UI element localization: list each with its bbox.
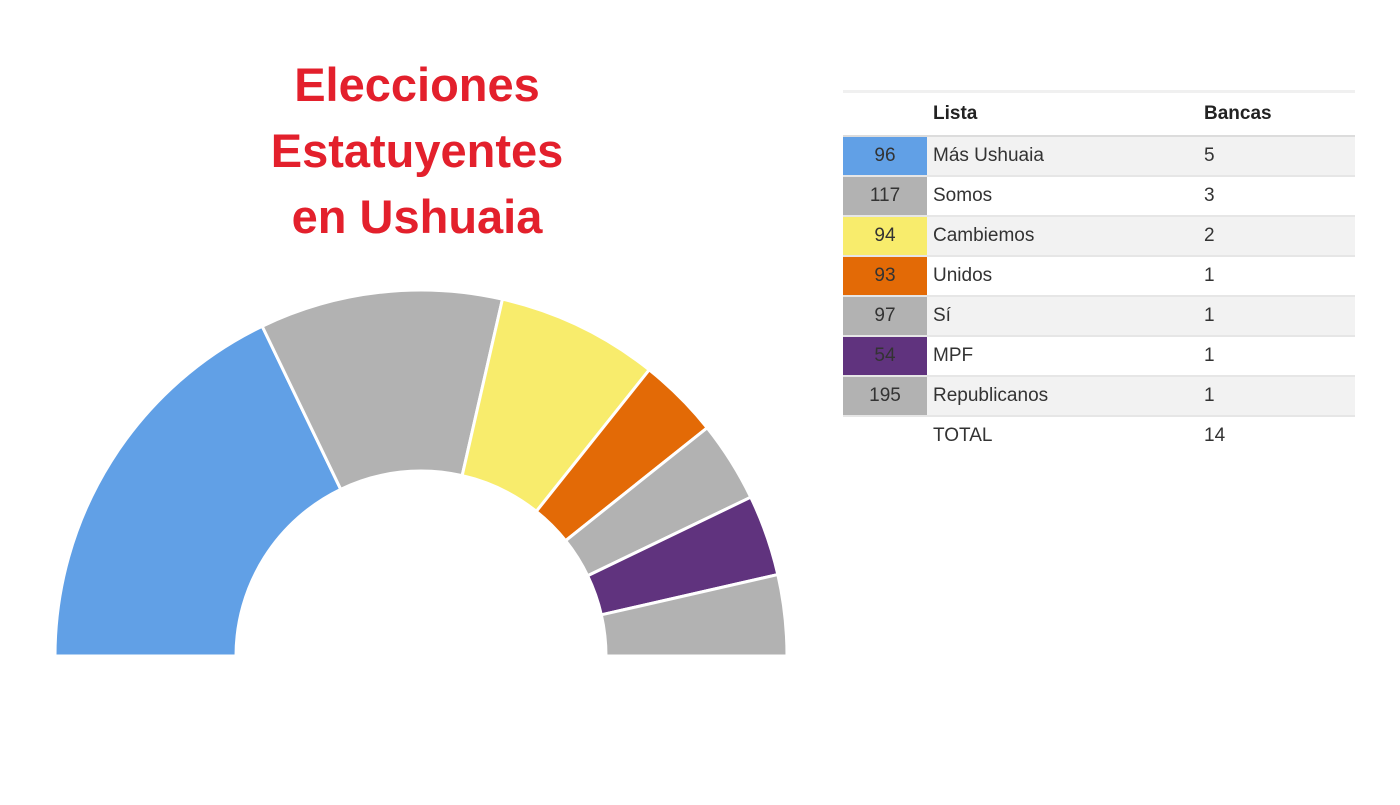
- parliament-chart: [53, 288, 789, 658]
- slice-republicanos: [599, 572, 789, 658]
- slice-m-s-ushuaia: [53, 324, 343, 658]
- list-code: 93: [843, 256, 927, 297]
- table-row: 97 Sí 1: [843, 296, 1355, 337]
- list-seats: 1: [1198, 256, 1355, 297]
- list-seats: 2: [1198, 216, 1355, 257]
- list-name: Más Ushuaia: [927, 136, 1198, 177]
- table-row: 93 Unidos 1: [843, 256, 1355, 297]
- header-code: [843, 90, 927, 137]
- list-name: Somos: [927, 176, 1198, 217]
- list-code: 96: [843, 136, 927, 177]
- list-seats: 1: [1198, 336, 1355, 377]
- seats-table: Lista Bancas 96 Más Ushuaia 5 117 Somos …: [843, 90, 1355, 455]
- list-name: Unidos: [927, 256, 1198, 297]
- table-header-row: Lista Bancas: [843, 90, 1355, 137]
- total-label: TOTAL: [933, 425, 993, 446]
- table-row: 195 Republicanos 1: [843, 376, 1355, 417]
- list-code: 97: [843, 296, 927, 337]
- list-seats: 3: [1198, 176, 1355, 217]
- total-spacer: [843, 416, 927, 455]
- list-name: MPF: [927, 336, 1198, 377]
- list-seats: 1: [1198, 296, 1355, 337]
- title-line-2: Estatuyentes: [270, 124, 564, 177]
- list-name: Sí: [927, 296, 1198, 337]
- title-line-3: en Ushuaia: [291, 190, 543, 243]
- header-list: Lista: [927, 90, 1198, 137]
- chart-title: Elecciones Estatuyentes en Ushuaia: [222, 52, 612, 250]
- slice-somos: [260, 288, 505, 492]
- table-row: 54 MPF 1: [843, 336, 1355, 377]
- list-code: 94: [843, 216, 927, 257]
- table-row: 96 Más Ushuaia 5: [843, 136, 1355, 177]
- list-code: 117: [843, 176, 927, 217]
- table-row: 94 Cambiemos 2: [843, 216, 1355, 257]
- list-seats: 1: [1198, 376, 1355, 417]
- header-seats: Bancas: [1198, 90, 1355, 137]
- list-code: 195: [843, 376, 927, 417]
- total-value: 14: [1204, 425, 1226, 446]
- list-name: Cambiemos: [927, 216, 1198, 257]
- table-row: 117 Somos 3: [843, 176, 1355, 217]
- title-line-1: Elecciones: [294, 58, 540, 111]
- list-code: 54: [843, 336, 927, 377]
- list-name: Republicanos: [927, 376, 1198, 417]
- list-seats: 5: [1198, 136, 1355, 177]
- chart-slices: [53, 288, 789, 658]
- table-total-row: TOTAL 14: [843, 416, 1355, 455]
